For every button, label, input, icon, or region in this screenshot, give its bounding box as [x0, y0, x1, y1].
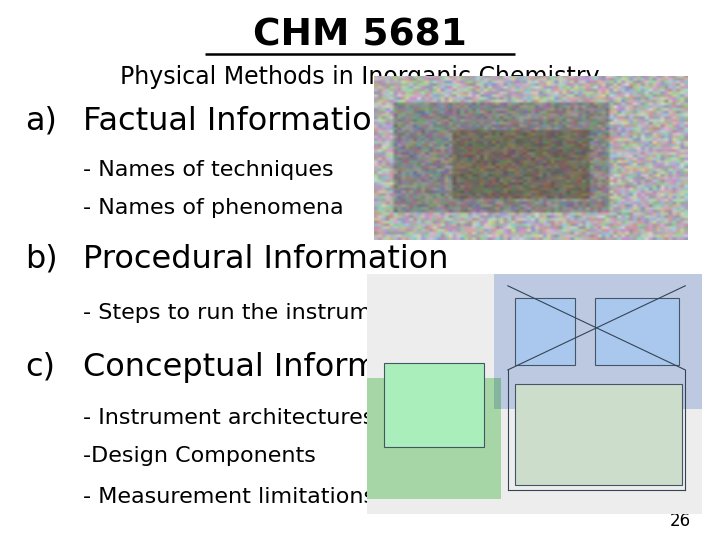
- Text: Conceptual Information: Conceptual Information: [83, 352, 459, 383]
- Text: Factual Information: Factual Information: [83, 106, 392, 137]
- Text: -Design Components: -Design Components: [83, 446, 315, 467]
- Text: c): c): [25, 352, 55, 383]
- Text: CHM 5681: CHM 5681: [253, 17, 467, 53]
- Bar: [515, 384, 682, 485]
- Text: - Measurement limitations: - Measurement limitations: [83, 487, 375, 507]
- Text: - Steps to run the instrument: - Steps to run the instrument: [83, 303, 408, 323]
- Text: - Instrument architectures: - Instrument architectures: [83, 408, 374, 429]
- Bar: [595, 298, 678, 365]
- Bar: [384, 363, 485, 447]
- Text: - Names of phenomena: - Names of phenomena: [83, 198, 343, 218]
- Text: 26: 26: [670, 512, 691, 530]
- Text: b): b): [25, 244, 58, 275]
- Text: Physical Methods in Inorganic Chemistry: Physical Methods in Inorganic Chemistry: [120, 65, 600, 89]
- Bar: [515, 298, 575, 365]
- Text: Procedural Information: Procedural Information: [83, 244, 449, 275]
- Text: - Names of techniques: - Names of techniques: [83, 160, 333, 180]
- Text: a): a): [25, 106, 57, 137]
